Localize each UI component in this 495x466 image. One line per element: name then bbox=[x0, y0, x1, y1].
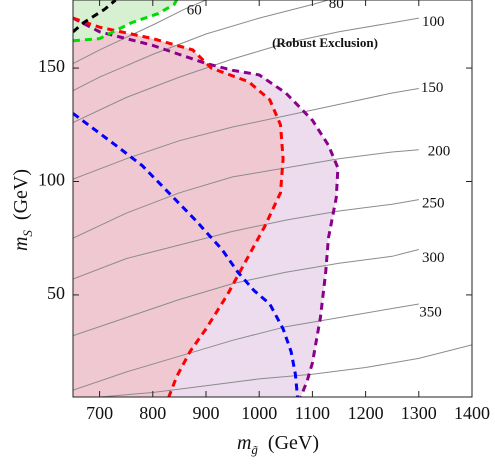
contour-line-60 bbox=[73, 0, 207, 64]
contour-line-100 bbox=[73, 17, 419, 123]
x-axis-unit: (GeV) bbox=[268, 432, 319, 454]
x-axis-symbol: m bbox=[237, 432, 251, 454]
blue-boundary bbox=[73, 112, 299, 397]
plot-frame bbox=[72, 0, 473, 398]
y-tick-label-100: 100 bbox=[38, 170, 65, 190]
y-tick-label-50: 50 bbox=[47, 283, 65, 303]
contour-line-150 bbox=[73, 88, 419, 180]
contour-label-350: 350 bbox=[419, 305, 442, 321]
green-boundary bbox=[73, 0, 178, 43]
x-axis-subscript: g̃ bbox=[251, 442, 258, 457]
boundary-lines bbox=[73, 0, 340, 397]
y-axis: 50 100 150 bbox=[38, 56, 472, 303]
x-axis-title: mg̃ (GeV) bbox=[237, 432, 319, 457]
contour-label-200: 200 bbox=[428, 143, 451, 159]
y-tick-label-150: 150 bbox=[38, 56, 65, 76]
exclusion-regions bbox=[73, 0, 338, 397]
contour-labels: 60 80 100 150 200 250 300 350 bbox=[187, 0, 450, 321]
x-tick-label-1200: 1200 bbox=[348, 403, 384, 423]
contour-lines bbox=[73, 0, 472, 397]
y-axis-title: mS (GeV) bbox=[10, 169, 35, 251]
red-boundary bbox=[73, 16, 285, 397]
x-axis: 700 800 900 1000 1100 1200 1300 1400 bbox=[86, 0, 490, 423]
contour-label-80: 80 bbox=[329, 0, 344, 12]
robust-exclusion-annotation: (Robust Exclusion) bbox=[272, 35, 378, 50]
red-exclusion-fill bbox=[73, 18, 284, 397]
x-tick-label-1100: 1100 bbox=[295, 403, 330, 423]
y-axis-unit: (GeV) bbox=[10, 169, 32, 220]
black-boundary bbox=[73, 0, 117, 33]
contour-label-250: 250 bbox=[422, 196, 445, 212]
x-tick-label-800: 800 bbox=[139, 403, 166, 423]
contour-label-150: 150 bbox=[421, 80, 444, 96]
x-tick-label-700: 700 bbox=[86, 403, 113, 423]
contour-line-300 bbox=[73, 249, 419, 337]
contour-line-unlabeled-8 bbox=[99, 344, 472, 397]
y-axis-symbol: m bbox=[10, 237, 32, 251]
x-tick-label-900: 900 bbox=[193, 403, 220, 423]
contour-line-200 bbox=[73, 149, 419, 239]
y-axis-subscript: S bbox=[20, 230, 35, 237]
contour-label-60: 60 bbox=[187, 3, 202, 19]
purple-boundary bbox=[73, 16, 340, 397]
contour-line-250 bbox=[73, 199, 419, 280]
contour-line-350 bbox=[73, 303, 419, 391]
x-tick-label-1400: 1400 bbox=[454, 403, 490, 423]
x-tick-label-1300: 1300 bbox=[401, 403, 437, 423]
contour-label-100: 100 bbox=[422, 14, 445, 30]
x-tick-label-1000: 1000 bbox=[241, 403, 277, 423]
contour-label-300: 300 bbox=[422, 250, 445, 266]
